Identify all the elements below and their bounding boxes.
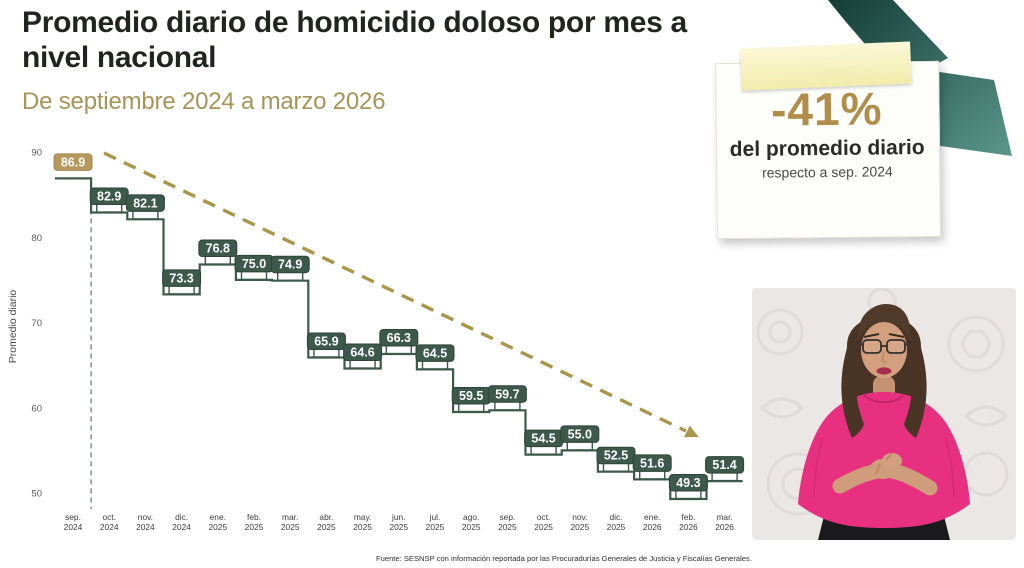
value-label-box bbox=[270, 255, 310, 274]
value-label-box bbox=[162, 269, 202, 287]
svg-text:mar.: mar. bbox=[716, 512, 732, 522]
y-axis-label: Promedio diario bbox=[7, 290, 19, 364]
svg-text:55.0: 55.0 bbox=[568, 427, 592, 441]
value-label-box bbox=[705, 456, 745, 474]
svg-text:2025: 2025 bbox=[426, 522, 445, 532]
svg-text:64.6: 64.6 bbox=[350, 346, 374, 360]
svg-text:mar.: mar. bbox=[282, 512, 298, 522]
callout-reference: respecto a sep. 2024 bbox=[761, 162, 893, 181]
svg-text:ago.: ago. bbox=[463, 512, 479, 522]
svg-text:82.9: 82.9 bbox=[97, 190, 121, 204]
svg-text:51.4: 51.4 bbox=[712, 458, 736, 472]
value-label-box bbox=[125, 194, 165, 212]
svg-text:dic.: dic. bbox=[609, 512, 622, 522]
x-axis-ticks: sep.2024oct.2024nov.2024dic.2024ene.2025… bbox=[64, 512, 735, 532]
svg-text:dic.: dic. bbox=[175, 512, 188, 522]
svg-text:2024: 2024 bbox=[64, 522, 83, 532]
svg-text:2026: 2026 bbox=[715, 522, 734, 532]
svg-text:2026: 2026 bbox=[643, 522, 662, 532]
homicide-step-chart: 90 80 70 60 50 Promedio diario 86.9 82.9 82.1 73.… bbox=[7, 148, 745, 532]
source-footnote: Fuente: SESNSP con información reportada… bbox=[376, 554, 752, 563]
value-label-box bbox=[53, 153, 93, 171]
svg-text:2025: 2025 bbox=[570, 522, 589, 532]
svg-text:2025: 2025 bbox=[462, 522, 481, 532]
svg-text:2025: 2025 bbox=[353, 522, 372, 532]
svg-text:65.9: 65.9 bbox=[314, 334, 338, 348]
svg-text:feb.: feb. bbox=[247, 512, 261, 522]
svg-text:oct.: oct. bbox=[102, 512, 116, 522]
svg-text:ene.: ene. bbox=[644, 512, 660, 522]
svg-text:2025: 2025 bbox=[534, 522, 553, 532]
value-label-box bbox=[415, 344, 455, 362]
value-label-box bbox=[198, 239, 238, 258]
svg-text:60: 60 bbox=[31, 403, 42, 414]
damask-background-pattern bbox=[756, 288, 1009, 516]
callout-caption: del promedio diario bbox=[729, 135, 925, 161]
svg-text:49.3: 49.3 bbox=[676, 476, 700, 490]
svg-text:2025: 2025 bbox=[245, 522, 264, 532]
value-label-box bbox=[632, 454, 672, 472]
svg-text:2024: 2024 bbox=[100, 522, 119, 532]
svg-text:52.5: 52.5 bbox=[604, 449, 628, 463]
value-label-box bbox=[668, 473, 708, 492]
svg-text:2025: 2025 bbox=[498, 522, 517, 532]
page-title: Promedio diario de homicidio doloso por … bbox=[22, 6, 687, 74]
svg-text:59.7: 59.7 bbox=[495, 387, 519, 401]
svg-text:86.9: 86.9 bbox=[61, 155, 85, 169]
svg-text:64.5: 64.5 bbox=[423, 346, 447, 360]
svg-text:sep.: sep. bbox=[499, 512, 515, 522]
svg-text:90: 90 bbox=[31, 148, 42, 159]
svg-text:2025: 2025 bbox=[389, 522, 408, 532]
svg-text:ene.: ene. bbox=[210, 512, 226, 522]
svg-text:75.0: 75.0 bbox=[242, 257, 266, 271]
svg-text:80: 80 bbox=[31, 233, 42, 244]
svg-text:feb.: feb. bbox=[681, 512, 695, 522]
y-axis-ticks: 90 80 70 60 50 bbox=[31, 148, 42, 500]
value-label-box bbox=[343, 343, 383, 362]
value-label-box bbox=[306, 332, 346, 350]
svg-text:abr.: abr. bbox=[319, 512, 333, 522]
value-labels: 86.9 82.9 82.1 73.3 76.8 75.0 74.9 65.9 64.6 66.3… bbox=[53, 153, 745, 500]
sign-language-interpreter-video bbox=[752, 288, 1016, 540]
svg-text:nov.: nov. bbox=[138, 512, 153, 522]
svg-text:50: 50 bbox=[31, 489, 42, 500]
svg-text:oct.: oct. bbox=[537, 512, 551, 522]
svg-text:may.: may. bbox=[354, 512, 372, 522]
svg-text:sep.: sep. bbox=[65, 512, 81, 522]
svg-text:76.8: 76.8 bbox=[206, 242, 230, 256]
svg-text:2025: 2025 bbox=[317, 522, 336, 532]
svg-text:2024: 2024 bbox=[172, 522, 191, 532]
svg-text:51.6: 51.6 bbox=[640, 456, 664, 470]
value-label-box bbox=[560, 425, 600, 443]
svg-text:nov.: nov. bbox=[572, 512, 587, 522]
trend-arrow bbox=[103, 151, 699, 438]
page-subtitle: De septiembre 2024 a marzo 2026 bbox=[22, 88, 386, 115]
svg-text:2025: 2025 bbox=[208, 522, 227, 532]
interpreter-illustration bbox=[752, 288, 1016, 540]
callout-content: -41% del promedio diario respecto a sep.… bbox=[717, 82, 938, 181]
svg-text:2025: 2025 bbox=[281, 522, 300, 532]
svg-text:2024: 2024 bbox=[136, 522, 155, 532]
value-label-box bbox=[487, 385, 527, 403]
svg-text:54.5: 54.5 bbox=[531, 432, 555, 446]
svg-text:66.3: 66.3 bbox=[387, 331, 411, 345]
svg-text:2025: 2025 bbox=[607, 522, 626, 532]
svg-text:73.3: 73.3 bbox=[169, 271, 193, 285]
svg-text:2026: 2026 bbox=[679, 522, 698, 532]
value-label-box bbox=[379, 329, 419, 347]
svg-text:jun.: jun. bbox=[391, 512, 406, 522]
svg-text:70: 70 bbox=[31, 318, 42, 329]
callout-percentage: -41% bbox=[770, 82, 883, 136]
svg-text:82.1: 82.1 bbox=[133, 196, 157, 210]
svg-text:59.5: 59.5 bbox=[459, 389, 483, 403]
svg-text:74.9: 74.9 bbox=[278, 258, 302, 272]
interpreter-glasses bbox=[856, 339, 912, 354]
svg-text:jul.: jul. bbox=[429, 512, 441, 522]
